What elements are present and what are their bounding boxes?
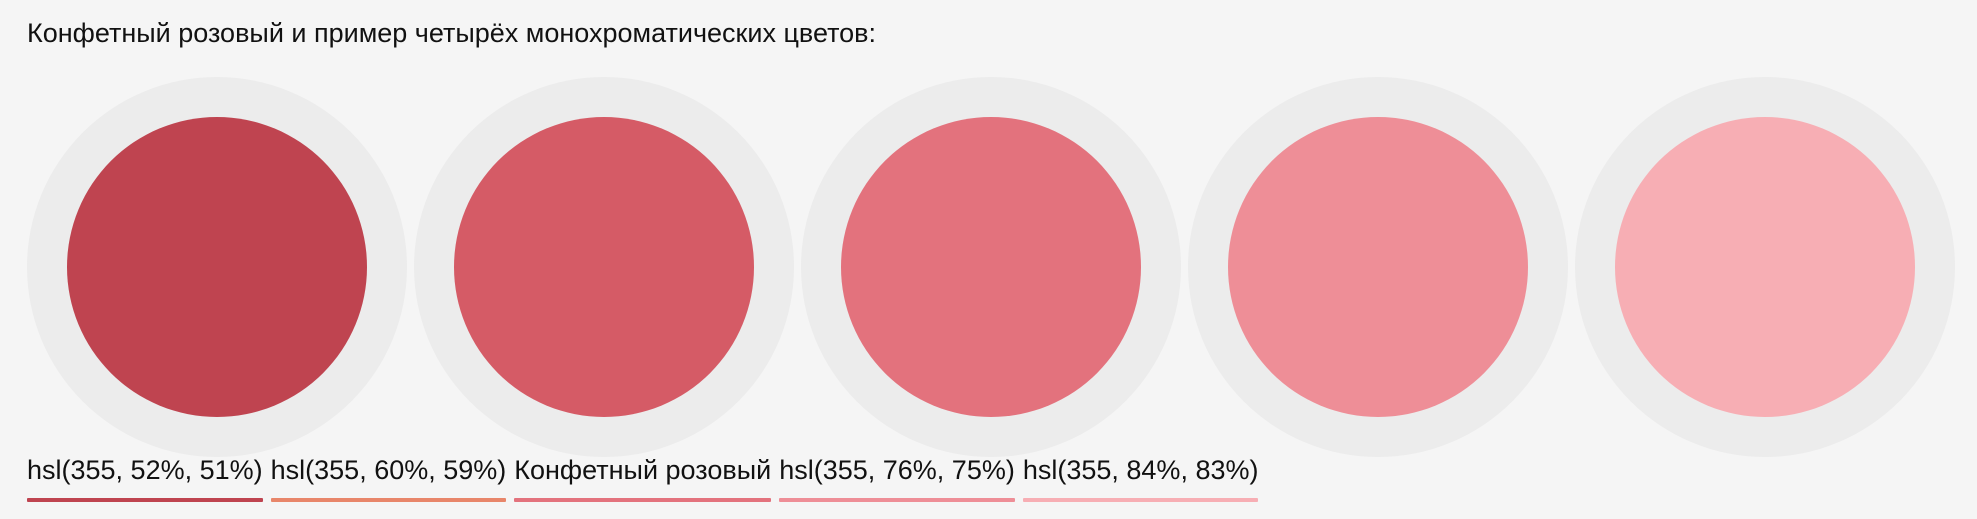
swatch-ring-1 — [27, 77, 407, 457]
color-label-bar — [270, 498, 507, 502]
color-label-bar — [514, 498, 772, 502]
swatch-ring-5 — [1575, 77, 1955, 457]
color-label-3: Конфетный розовый — [514, 452, 772, 502]
color-label-text: hsl(355, 52%, 51%) — [27, 455, 263, 485]
color-label-text: hsl(355, 84%, 83%) — [1022, 455, 1259, 485]
swatch-ring-3 — [801, 77, 1181, 457]
color-label-bar — [779, 498, 1015, 502]
swatch-dot-1 — [67, 117, 367, 417]
page-heading: Конфетный розовый и пример четырёх монох… — [27, 18, 876, 48]
swatch-ring-4 — [1188, 77, 1568, 457]
swatch-dot-3 — [841, 117, 1141, 417]
color-label-1: hsl(355, 52%, 51%) — [27, 452, 263, 502]
swatch-dot-2 — [454, 117, 754, 417]
color-label-bar — [27, 498, 263, 502]
color-label-text: hsl(355, 76%, 75%) — [779, 455, 1015, 485]
color-label-2: hsl(355, 60%, 59%) — [270, 452, 507, 502]
color-labels-row: hsl(355, 52%, 51%) hsl(355, 60%, 59%) Ко… — [27, 452, 1259, 502]
color-label-bar — [1022, 498, 1259, 502]
color-label-5: hsl(355, 84%, 83%) — [1022, 452, 1259, 502]
swatch-dot-5 — [1615, 117, 1915, 417]
color-label-text: hsl(355, 60%, 59%) — [270, 455, 507, 485]
swatch-ring-2 — [414, 77, 794, 457]
swatch-dot-4 — [1228, 117, 1528, 417]
color-label-4: hsl(355, 76%, 75%) — [779, 452, 1015, 502]
color-label-text: Конфетный розовый — [514, 455, 772, 485]
